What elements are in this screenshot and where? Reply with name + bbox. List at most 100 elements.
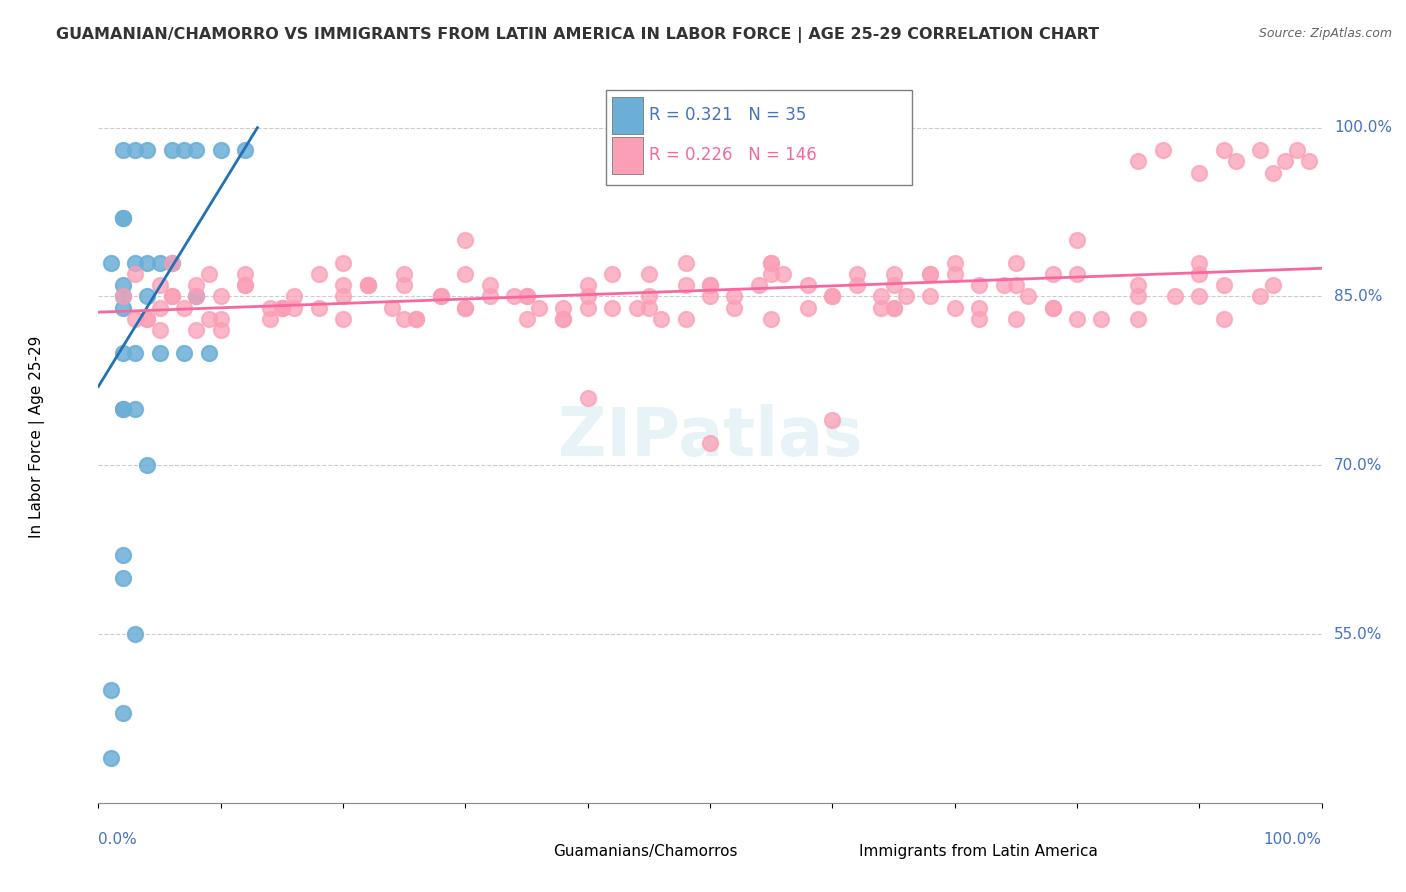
Point (111, 278, 134, 293)
Point (1042, 301, 1064, 315)
Point (515, 312, 537, 326)
Point (124, 255, 146, 269)
Point (308, 301, 330, 315)
Point (392, 278, 416, 293)
Point (1042, 267, 1064, 281)
Point (821, 413, 844, 427)
Point (1004, 312, 1026, 326)
Point (124, 345, 146, 359)
FancyBboxPatch shape (832, 839, 855, 865)
Point (111, 401, 134, 416)
Point (845, 267, 868, 281)
Point (1249, 289, 1271, 303)
Point (637, 301, 661, 315)
Point (186, 143, 208, 157)
Point (111, 706, 134, 720)
Point (124, 312, 146, 326)
Point (233, 143, 256, 157)
Point (100, 751, 122, 765)
Point (149, 323, 172, 337)
Point (1128, 278, 1150, 293)
FancyBboxPatch shape (612, 137, 643, 174)
Point (160, 289, 183, 303)
Point (124, 267, 146, 281)
Point (405, 312, 427, 326)
Point (576, 278, 599, 293)
FancyBboxPatch shape (612, 97, 643, 134)
Point (883, 301, 905, 315)
Text: 0.0%: 0.0% (98, 832, 138, 847)
Point (149, 345, 172, 359)
Point (675, 278, 697, 293)
Point (332, 312, 354, 326)
Point (259, 312, 281, 326)
Point (553, 312, 575, 326)
Point (1128, 154, 1150, 169)
Point (821, 289, 844, 303)
Text: 55.0%: 55.0% (1334, 626, 1382, 641)
Text: 100.0%: 100.0% (1334, 120, 1392, 135)
Point (675, 312, 697, 326)
Point (381, 301, 404, 315)
Point (553, 301, 575, 315)
Point (1042, 301, 1064, 315)
Point (124, 401, 146, 416)
Point (1188, 289, 1211, 303)
Point (111, 143, 134, 157)
Point (761, 267, 783, 281)
Point (392, 312, 416, 326)
Point (699, 278, 721, 293)
Point (430, 289, 453, 303)
Point (515, 289, 537, 303)
Point (136, 312, 159, 326)
Point (699, 435, 721, 450)
Point (160, 255, 183, 269)
Point (405, 312, 427, 326)
Point (797, 301, 820, 315)
Point (478, 278, 501, 293)
Point (111, 211, 134, 225)
Text: Immigrants from Latin America: Immigrants from Latin America (859, 845, 1098, 859)
Point (1212, 143, 1234, 157)
Point (111, 401, 134, 416)
Point (993, 278, 1015, 293)
Point (1128, 312, 1150, 326)
Text: ZIPatlas: ZIPatlas (558, 404, 862, 470)
Point (650, 312, 672, 326)
Point (392, 267, 416, 281)
Point (160, 255, 183, 269)
Point (883, 267, 905, 281)
Point (454, 301, 477, 315)
Point (723, 289, 745, 303)
Point (209, 312, 232, 326)
Point (100, 255, 122, 269)
Point (845, 278, 868, 293)
Point (1212, 278, 1234, 293)
Point (772, 267, 794, 281)
FancyBboxPatch shape (526, 839, 548, 865)
Point (209, 323, 232, 337)
Point (356, 278, 378, 293)
Point (943, 267, 966, 281)
Point (1188, 255, 1211, 269)
Point (748, 278, 770, 293)
Point (233, 267, 256, 281)
Point (259, 301, 281, 315)
Point (1017, 289, 1039, 303)
Point (454, 233, 477, 247)
Point (870, 289, 893, 303)
Point (186, 323, 208, 337)
Point (111, 571, 134, 585)
Point (186, 289, 208, 303)
FancyBboxPatch shape (606, 90, 912, 185)
Point (186, 278, 208, 293)
Point (454, 301, 477, 315)
Point (308, 267, 330, 281)
Point (699, 289, 721, 303)
Point (920, 267, 942, 281)
Point (1286, 143, 1309, 157)
Point (100, 683, 122, 698)
Point (626, 301, 648, 315)
Point (576, 301, 599, 315)
Point (1249, 143, 1271, 157)
